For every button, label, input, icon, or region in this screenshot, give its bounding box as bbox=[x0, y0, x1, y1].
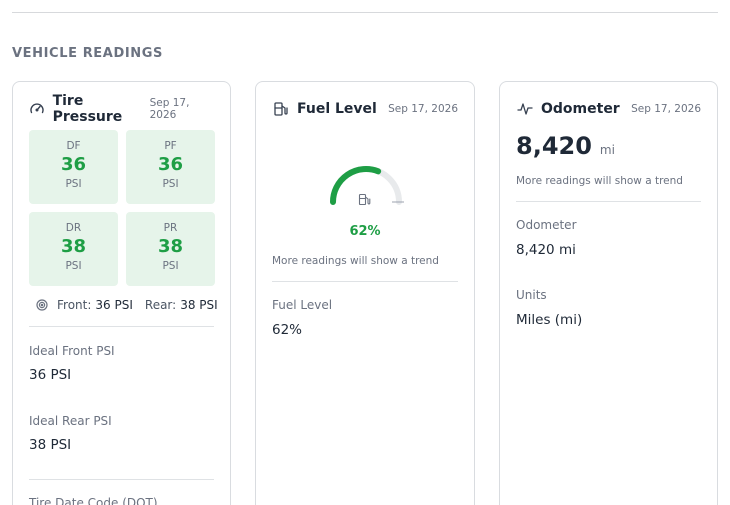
card-title: Odometer bbox=[541, 101, 620, 117]
trend-note: More readings will show a trend bbox=[516, 175, 683, 187]
fuel-gauge bbox=[330, 166, 404, 206]
field-value: 36 PSI bbox=[29, 367, 72, 383]
front-value: 36 PSI bbox=[95, 298, 133, 312]
field-value: 8,420 mi bbox=[516, 242, 576, 258]
card-header: Odometer Sep 17, 2026 bbox=[516, 98, 701, 120]
divider bbox=[29, 326, 214, 327]
divider bbox=[272, 281, 458, 282]
field-value: 62% bbox=[272, 322, 303, 338]
fuel-pump-icon bbox=[358, 193, 371, 206]
tire-unit: PSI bbox=[65, 260, 82, 272]
fuel-pump-icon bbox=[272, 100, 290, 118]
tire-tile-df[interactable]: DF 36 PSI bbox=[29, 130, 118, 204]
field-value: 38 PSI bbox=[29, 437, 72, 453]
activity-icon bbox=[516, 100, 534, 118]
field-label: Ideal Rear PSI bbox=[29, 414, 112, 428]
tire-unit: PSI bbox=[65, 178, 82, 190]
tire-pressure-card[interactable]: Tire Pressure Sep 17, 2026 DF 36 PSI PF … bbox=[12, 81, 231, 505]
tire-position: PR bbox=[163, 222, 178, 234]
card-date: Sep 17, 2026 bbox=[631, 103, 701, 115]
tire-psi-value: 36 bbox=[157, 154, 184, 175]
field-label: Fuel Level bbox=[272, 298, 333, 312]
tire-psi-value: 38 bbox=[60, 236, 87, 257]
tire-position: DR bbox=[65, 222, 82, 234]
card-title: Fuel Level bbox=[297, 101, 377, 117]
odometer-unit: mi bbox=[599, 143, 615, 157]
gauge-fill bbox=[330, 166, 382, 205]
field-label: Odometer bbox=[516, 218, 577, 232]
trend-note: More readings will show a trend bbox=[272, 255, 439, 267]
tire-position: PF bbox=[164, 140, 177, 152]
tire-tile-dr[interactable]: DR 38 PSI bbox=[29, 212, 118, 286]
top-divider bbox=[12, 12, 718, 13]
tire-tile-pf[interactable]: PF 36 PSI bbox=[126, 130, 215, 204]
field-value: Miles (mi) bbox=[516, 312, 583, 328]
card-header: Fuel Level Sep 17, 2026 bbox=[272, 98, 458, 120]
tire-summary: Front: 36 PSI Rear: 38 PSI bbox=[35, 298, 218, 312]
tire-unit: PSI bbox=[162, 260, 179, 272]
card-header: Tire Pressure Sep 17, 2026 bbox=[29, 93, 214, 125]
tire-position: DF bbox=[66, 140, 81, 152]
rear-value: 38 PSI bbox=[180, 298, 218, 312]
front-label: Front: bbox=[57, 298, 92, 312]
tire-psi-value: 36 bbox=[60, 154, 87, 175]
card-date: Sep 17, 2026 bbox=[388, 103, 458, 115]
divider bbox=[29, 479, 214, 480]
target-icon bbox=[35, 298, 49, 312]
odometer-value: 8,420 bbox=[516, 132, 592, 160]
field-label: Tire Date Code (DOT) bbox=[29, 496, 158, 505]
odometer-reading: 8,420 mi bbox=[516, 132, 615, 160]
card-date: Sep 17, 2026 bbox=[149, 97, 190, 121]
field-label: Units bbox=[516, 288, 547, 302]
tire-grid: DF 36 PSI PF 36 PSI DR 38 PSI PR 38 PSI bbox=[29, 130, 219, 286]
section-title: VEHICLE READINGS bbox=[12, 46, 163, 61]
odometer-card[interactable]: Odometer Sep 17, 2026 8,420 mi More read… bbox=[499, 81, 718, 505]
tire-psi-value: 38 bbox=[157, 236, 184, 257]
rear-label: Rear: bbox=[144, 298, 177, 312]
field-label: Ideal Front PSI bbox=[29, 344, 115, 358]
fuel-percent: 62% bbox=[349, 224, 381, 239]
gauge-icon bbox=[29, 100, 46, 118]
card-title: Tire Pressure bbox=[52, 93, 123, 125]
tire-unit: PSI bbox=[162, 178, 179, 190]
tire-tile-pr[interactable]: PR 38 PSI bbox=[126, 212, 215, 286]
fuel-level-card[interactable]: Fuel Level Sep 17, 2026 62% More reading… bbox=[255, 81, 475, 505]
divider bbox=[516, 201, 701, 202]
